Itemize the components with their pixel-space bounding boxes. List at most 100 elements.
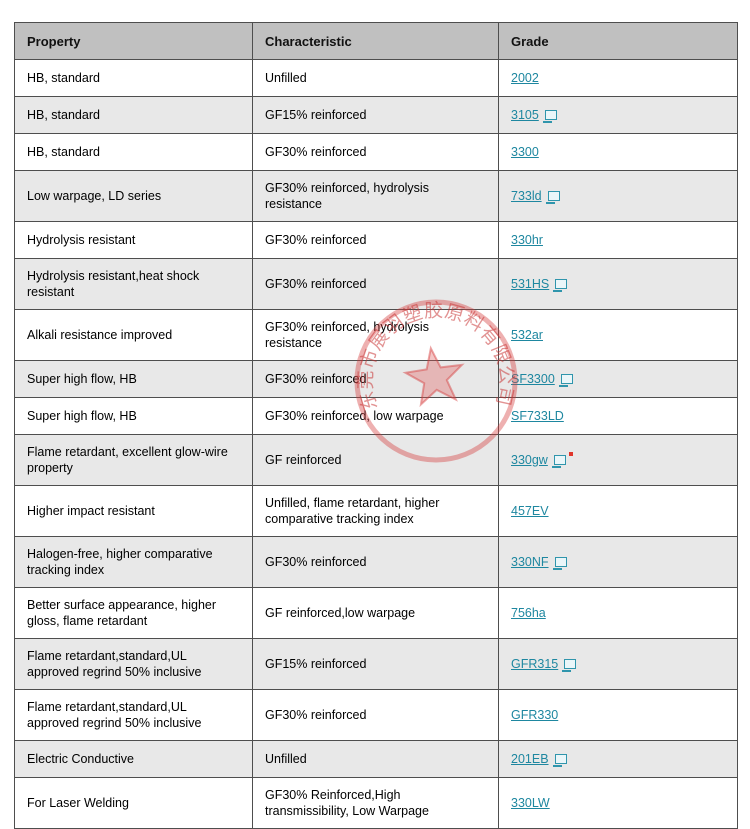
grade-cell: 2002 (498, 59, 738, 97)
external-link-icon[interactable] (545, 191, 560, 204)
property-cell: HB, standard (14, 59, 253, 97)
characteristic-cell: GF30% reinforced (252, 536, 499, 588)
product-grades-page: Property Characteristic Grade HB, standa… (14, 22, 738, 829)
table-row: Electric Conductive Unfilled 201EB (14, 740, 738, 778)
grade-cell: 330gw (498, 434, 738, 486)
grade-cell: 330NF (498, 536, 738, 588)
grade-cell: GFR315 (498, 638, 738, 690)
grade-cell: SF3300 (498, 360, 738, 398)
grade-link[interactable]: SF3300 (511, 372, 555, 386)
characteristic-cell: GF30% reinforced (252, 360, 499, 398)
grade-link[interactable]: 201EB (511, 752, 549, 766)
property-cell: For Laser Welding (14, 777, 253, 829)
property-cell: Halogen-free, higher comparative trackin… (14, 536, 253, 588)
grade-cell: 531HS (498, 258, 738, 310)
grade-link[interactable]: 330LW (511, 796, 550, 810)
grade-cell: GFR330 (498, 689, 738, 741)
table-row: Halogen-free, higher comparative trackin… (14, 536, 738, 588)
external-link-icon[interactable] (551, 455, 566, 468)
col-header-grade: Grade (498, 22, 738, 60)
grade-link[interactable]: GFR315 (511, 657, 559, 671)
external-link-icon[interactable] (562, 659, 577, 672)
grade-link[interactable]: 330hr (511, 233, 543, 247)
external-link-icon[interactable] (542, 110, 557, 123)
table-row: Super high flow, HB GF30% reinforced SF3… (14, 360, 738, 398)
table-row: HB, standard Unfilled 2002 (14, 59, 738, 97)
grade-cell: 756ha (498, 587, 738, 639)
table-row: Alkali resistance improved GF30% reinfor… (14, 309, 738, 361)
table-row: Flame retardant,standard,UL approved reg… (14, 638, 738, 690)
characteristic-cell: Unfilled (252, 59, 499, 97)
property-cell: Flame retardant, excellent glow-wire pro… (14, 434, 253, 486)
col-header-characteristic: Characteristic (252, 22, 499, 60)
grade-cell: 201EB (498, 740, 738, 778)
grade-link[interactable]: 330gw (511, 453, 548, 467)
property-cell: Hydrolysis resistant,heat shock resistan… (14, 258, 253, 310)
grade-link[interactable]: 457EV (511, 504, 549, 518)
table-row: HB, standard GF30% reinforced 3300 (14, 133, 738, 171)
property-cell: HB, standard (14, 133, 253, 171)
grade-link[interactable]: 733ld (511, 189, 542, 203)
characteristic-cell: GF30% reinforced, low warpage (252, 397, 499, 435)
table-row: Flame retardant,standard,UL approved reg… (14, 689, 738, 741)
characteristic-cell: GF30% reinforced, hydrolysis resistance (252, 309, 499, 361)
grade-link[interactable]: GFR330 (511, 708, 559, 722)
grade-cell: SF733LD (498, 397, 738, 435)
property-cell: Better surface appearance, higher gloss,… (14, 587, 253, 639)
characteristic-cell: GF30% reinforced (252, 689, 499, 741)
grade-cell: 457EV (498, 485, 738, 537)
grade-link[interactable]: 756ha (511, 606, 546, 620)
table-row: Better surface appearance, higher gloss,… (14, 587, 738, 639)
property-cell: Super high flow, HB (14, 397, 253, 435)
grade-link[interactable]: 532ar (511, 328, 543, 342)
grade-link[interactable]: 330NF (511, 555, 549, 569)
grade-link[interactable]: 3300 (511, 145, 539, 159)
external-link-icon[interactable] (552, 754, 567, 767)
characteristic-cell: GF30% Reinforced,High transmissibility, … (252, 777, 499, 829)
property-cell: Higher impact resistant (14, 485, 253, 537)
external-link-icon[interactable] (558, 374, 573, 387)
grade-link[interactable]: 2002 (511, 71, 539, 85)
property-cell: Alkali resistance improved (14, 309, 253, 361)
characteristic-cell: GF15% reinforced (252, 638, 499, 690)
characteristic-cell: GF30% reinforced (252, 133, 499, 171)
table-row: HB, standard GF15% reinforced 3105 (14, 96, 738, 134)
header-row: Property Characteristic Grade (14, 22, 738, 60)
characteristic-cell: Unfilled (252, 740, 499, 778)
table-row: Flame retardant, excellent glow-wire pro… (14, 434, 738, 486)
grade-link[interactable]: SF733LD (511, 409, 564, 423)
property-cell: Hydrolysis resistant (14, 221, 253, 259)
grade-link[interactable]: 531HS (511, 277, 550, 291)
grade-cell: 3300 (498, 133, 738, 171)
external-link-icon[interactable] (553, 279, 568, 292)
grade-cell: 532ar (498, 309, 738, 361)
col-header-property: Property (14, 22, 253, 60)
grade-link[interactable]: 3105 (511, 108, 539, 122)
table-row: Low warpage, LD series GF30% reinforced,… (14, 170, 738, 222)
characteristic-cell: GF15% reinforced (252, 96, 499, 134)
property-cell: HB, standard (14, 96, 253, 134)
external-link-icon[interactable] (552, 557, 567, 570)
characteristic-cell: GF reinforced (252, 434, 499, 486)
table-row: For Laser Welding GF30% Reinforced,High … (14, 777, 738, 829)
property-cell: Flame retardant,standard,UL approved reg… (14, 638, 253, 690)
property-cell: Flame retardant,standard,UL approved reg… (14, 689, 253, 741)
table-row: Hydrolysis resistant,heat shock resistan… (14, 258, 738, 310)
grade-cell: 3105 (498, 96, 738, 134)
table-row: Super high flow, HB GF30% reinforced, lo… (14, 397, 738, 435)
grade-cell: 330hr (498, 221, 738, 259)
grades-table: Property Characteristic Grade HB, standa… (14, 22, 738, 829)
property-cell: Low warpage, LD series (14, 170, 253, 222)
table-row: Higher impact resistant Unfilled, flame … (14, 485, 738, 537)
red-asterisk (568, 452, 573, 456)
property-cell: Electric Conductive (14, 740, 253, 778)
characteristic-cell: Unfilled, flame retardant, higher compar… (252, 485, 499, 537)
characteristic-cell: GF30% reinforced (252, 221, 499, 259)
characteristic-cell: GF reinforced,low warpage (252, 587, 499, 639)
property-cell: Super high flow, HB (14, 360, 253, 398)
table-row: Hydrolysis resistant GF30% reinforced 33… (14, 221, 738, 259)
grade-cell: 733ld (498, 170, 738, 222)
grade-cell: 330LW (498, 777, 738, 829)
characteristic-cell: GF30% reinforced, hydrolysis resistance (252, 170, 499, 222)
characteristic-cell: GF30% reinforced (252, 258, 499, 310)
